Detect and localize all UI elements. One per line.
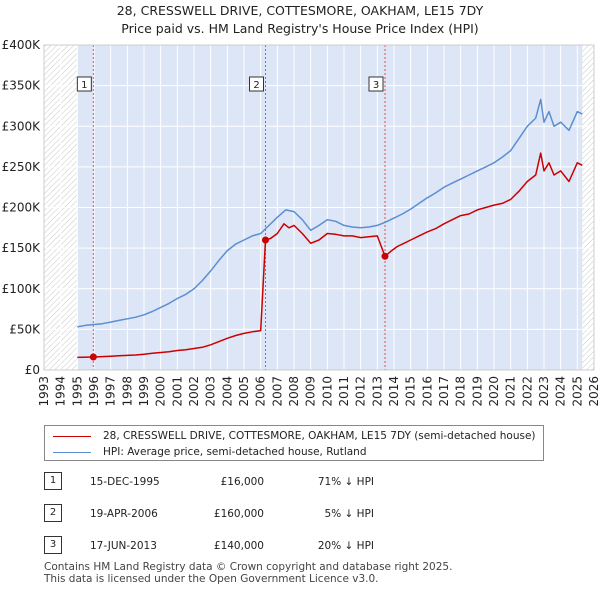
x-tick-label: 2025 <box>570 376 584 407</box>
x-tick-label: 2004 <box>220 376 234 407</box>
legend-label-hpi: HPI: Average price, semi-detached house,… <box>103 446 367 458</box>
x-tick-label: 2011 <box>337 376 351 407</box>
marker-label-1: 1 <box>81 80 87 91</box>
x-tick-label: 1996 <box>87 376 101 407</box>
series-line-hpi <box>77 98 583 328</box>
y-tick-label: £100K <box>2 282 42 296</box>
x-tick-label: 2007 <box>270 376 284 407</box>
x-tick-label: 1999 <box>137 376 151 407</box>
transaction-hpi: 71% ↓ HPI <box>317 476 374 488</box>
attribution-footer: Contains HM Land Registry data © Crown c… <box>44 561 452 585</box>
x-tick-label: 2012 <box>354 376 368 407</box>
x-tick-label: 2015 <box>404 376 418 407</box>
legend-label-property: 28, CRESSWELL DRIVE, COTTESMORE, OAKHAM,… <box>103 430 536 442</box>
x-tick-label: 2003 <box>204 376 218 407</box>
transaction-number: 3 <box>44 536 62 554</box>
marker-label-2: 2 <box>253 80 259 91</box>
x-tick-label: 2019 <box>470 376 484 407</box>
y-tick-label: £250K <box>2 160 42 174</box>
y-tick-label: £150K <box>2 241 42 255</box>
transaction-date: 17-JUN-2013 <box>90 540 157 552</box>
transaction-price: £160,000 <box>213 508 264 520</box>
y-tick-label: £350K <box>2 79 42 93</box>
y-tick-label: £400K <box>2 38 42 52</box>
x-tick-label: 2010 <box>320 376 334 407</box>
x-tick-label: 2024 <box>554 376 568 407</box>
transaction-date: 15-DEC-1995 <box>90 476 160 488</box>
x-tick-label: 2005 <box>237 376 251 407</box>
marker-box-2 <box>249 76 264 92</box>
y-tick-label: £0 <box>25 363 40 377</box>
transaction-price: £16,000 <box>220 476 264 488</box>
plot-frame <box>43 44 595 371</box>
x-tick-label: 2008 <box>287 376 301 407</box>
y-tick-label: £300K <box>2 119 42 133</box>
x-tick-label: 2000 <box>154 376 168 407</box>
x-tick-label: 2006 <box>254 376 268 407</box>
chart-legend: 28, CRESSWELL DRIVE, COTTESMORE, OAKHAM,… <box>44 425 544 461</box>
transaction-number: 1 <box>44 472 62 490</box>
legend-swatch-hpi <box>53 451 91 453</box>
y-tick-label: £200K <box>2 201 42 215</box>
transaction-price: £140,000 <box>213 540 264 552</box>
sale-point-1 <box>89 353 97 361</box>
x-tick-label: 2001 <box>170 376 184 407</box>
marker-label-3: 3 <box>373 80 379 91</box>
x-tick-label: 2022 <box>520 376 534 407</box>
chart-plot: £0 £50K £100K £150K £200K £250K £300K £350K £400… <box>2 38 600 407</box>
transaction-date: 19-APR-2006 <box>90 508 158 520</box>
series-line-property <box>77 152 583 359</box>
x-tick-label: 2020 <box>487 376 501 407</box>
legend-item-property: 28, CRESSWELL DRIVE, COTTESMORE, OAKHAM,… <box>53 428 536 444</box>
sale-point-2 <box>262 236 269 244</box>
y-tick-label: £50K <box>9 322 41 336</box>
x-tick-label: 1994 <box>54 376 68 407</box>
x-tick-label: 2014 <box>387 376 401 407</box>
x-tick-label: 2016 <box>420 376 434 407</box>
chart-title-block: 28, CRESSWELL DRIVE, COTTESMORE, OAKHAM,… <box>0 2 600 38</box>
x-tick-label: 2026 <box>587 376 600 407</box>
chart-subtitle: Price paid vs. HM Land Registry's House … <box>121 21 479 36</box>
x-tick-label: 1998 <box>120 376 134 407</box>
x-tick-label: 2013 <box>370 376 384 407</box>
x-tick-label: 1997 <box>104 376 118 407</box>
transaction-number: 2 <box>44 504 62 522</box>
x-tick-label: 2009 <box>304 376 318 407</box>
x-tick-label: 1995 <box>70 376 84 407</box>
chart-title: 28, CRESSWELL DRIVE, COTTESMORE, OAKHAM,… <box>116 3 484 18</box>
marker-box-3 <box>368 76 384 92</box>
sale-point-3 <box>381 252 389 260</box>
x-tick-label: 2023 <box>537 376 551 407</box>
attribution-line-2: This data is licensed under the Open Gov… <box>44 573 379 585</box>
attribution-line-1: Contains HM Land Registry data © Crown c… <box>44 561 453 573</box>
x-tick-label: 2002 <box>187 376 201 407</box>
legend-swatch-property <box>53 435 91 437</box>
transaction-hpi: 5% ↓ HPI <box>324 508 374 520</box>
x-tick-label: 1993 <box>37 376 51 407</box>
x-tick-label: 2017 <box>437 376 451 407</box>
marker-box-1 <box>76 76 92 92</box>
transaction-hpi: 20% ↓ HPI <box>317 540 374 552</box>
legend-item-hpi: HPI: Average price, semi-detached house,… <box>53 444 367 460</box>
x-tick-label: 2018 <box>454 376 468 407</box>
x-tick-label: 2021 <box>504 376 518 407</box>
